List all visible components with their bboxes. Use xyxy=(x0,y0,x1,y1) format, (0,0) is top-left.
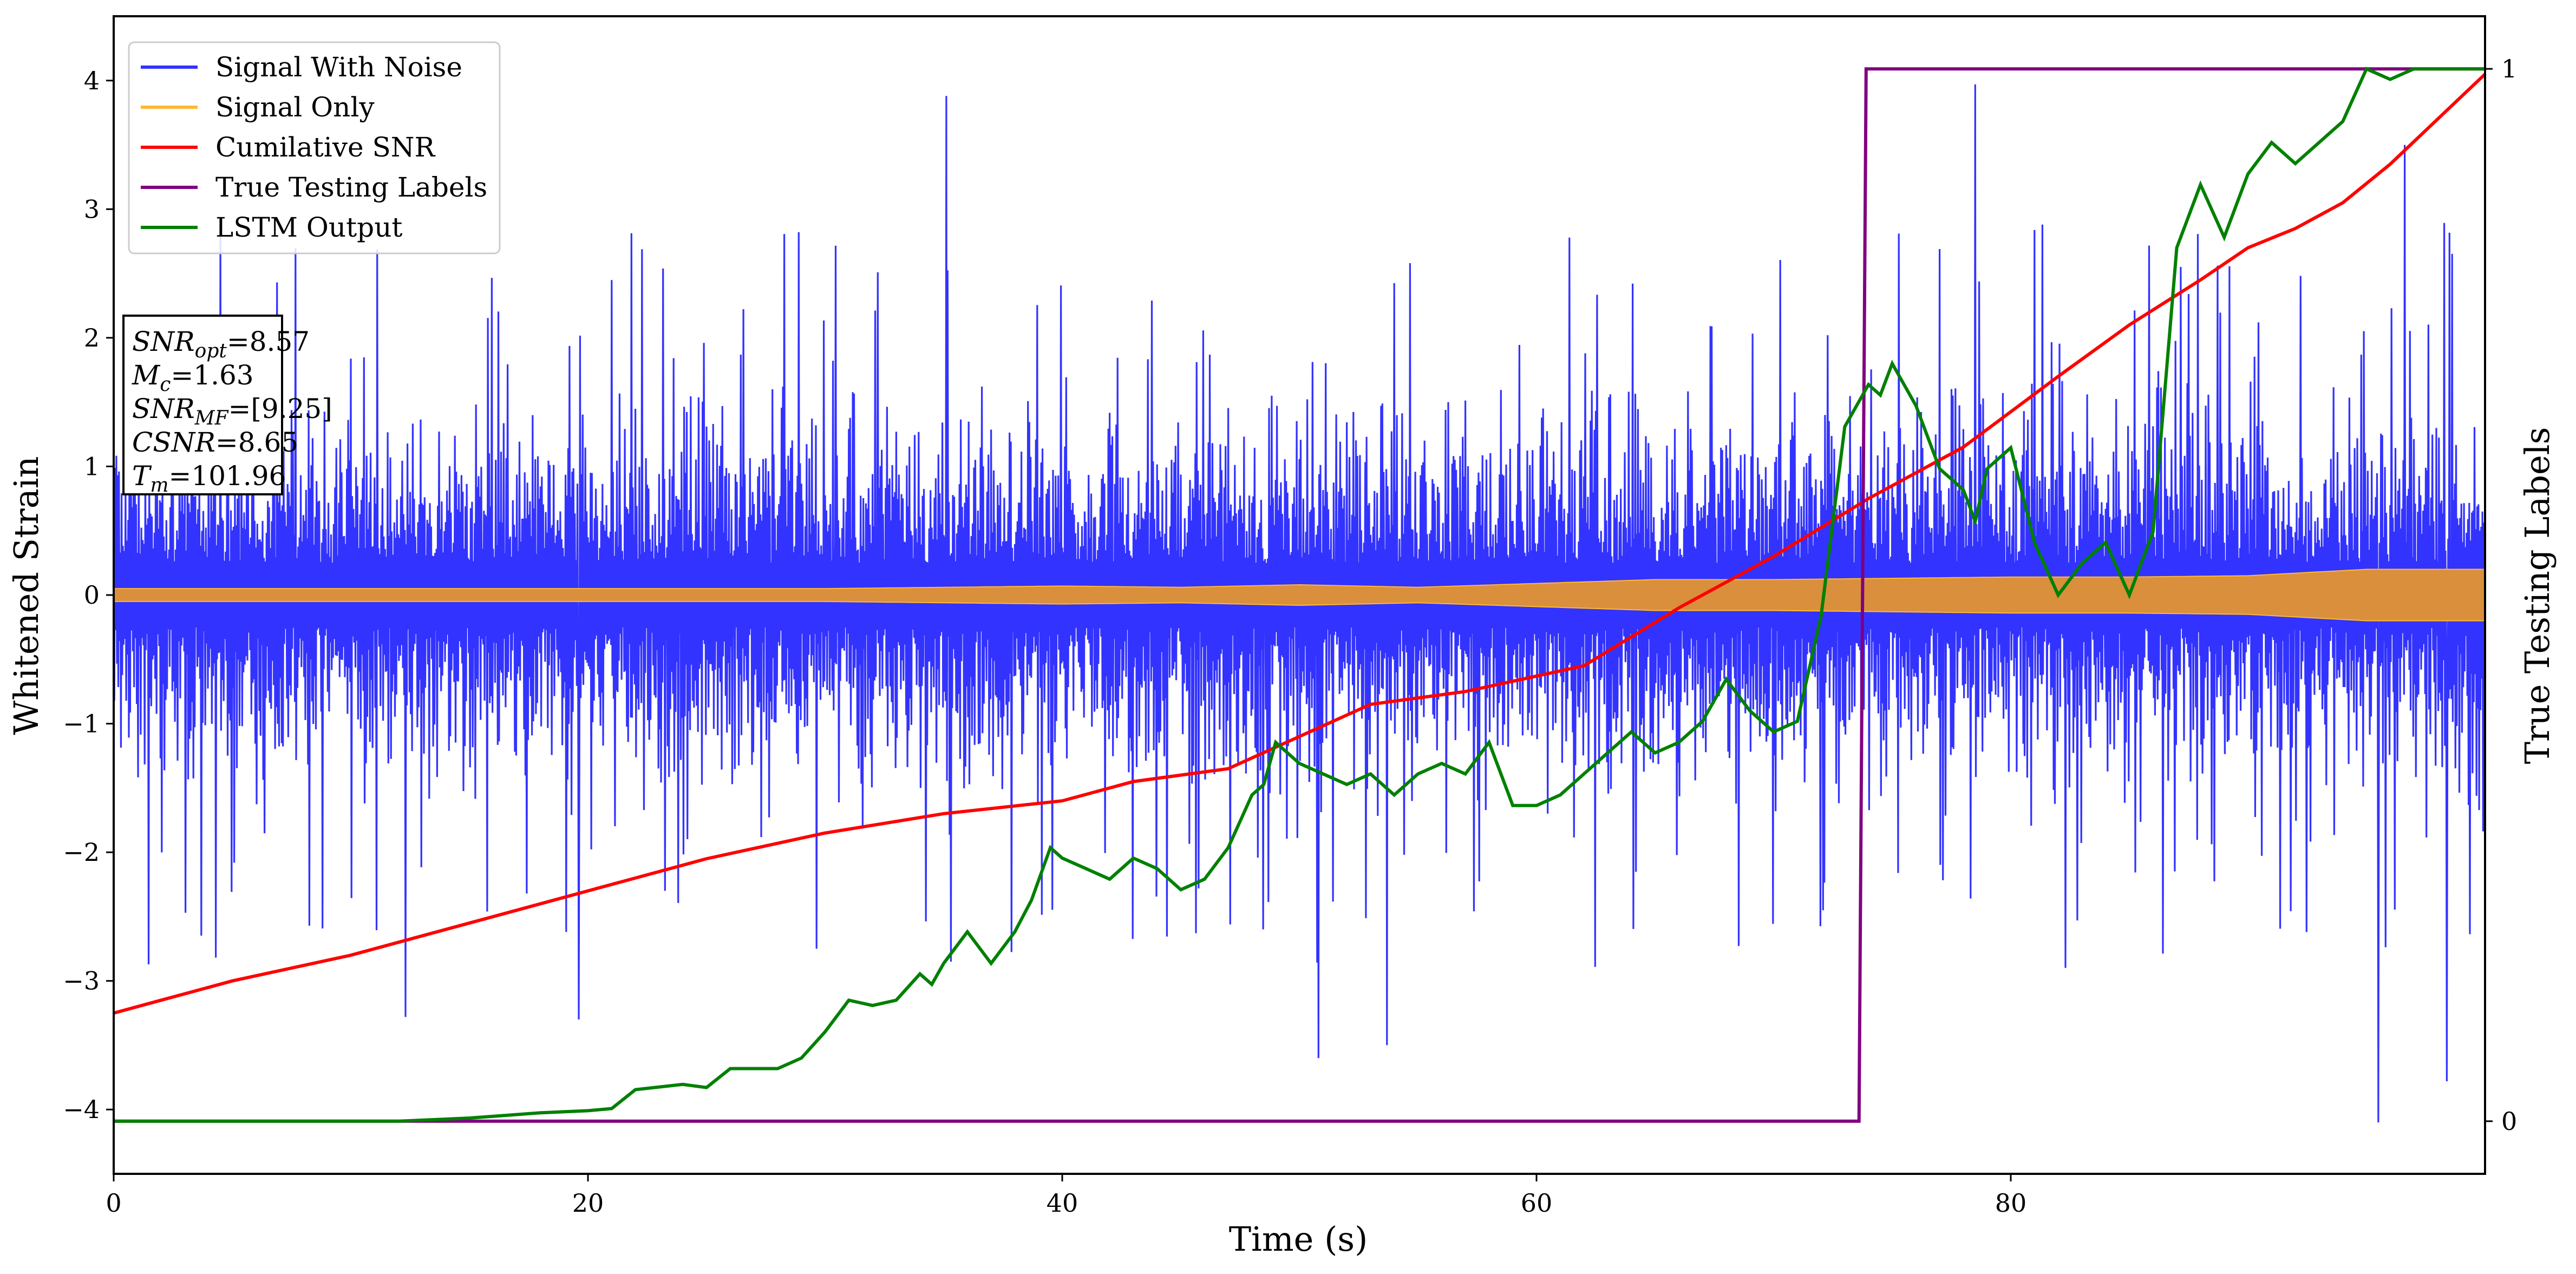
plot-area xyxy=(114,67,2485,1123)
legend-entry: LSTM Output xyxy=(215,212,402,243)
y-tick-label: 4 xyxy=(84,66,100,95)
y-tick-label: 3 xyxy=(84,194,100,224)
annotation-line: SNRopt=8.57 xyxy=(132,326,310,362)
legend: Signal With Noise Signal Only Cumilative S… xyxy=(128,41,501,254)
series-signal-only xyxy=(114,569,2485,622)
y-tick-label: −3 xyxy=(63,966,100,996)
y-tick-label: 0 xyxy=(84,580,100,610)
series-group xyxy=(114,67,2485,1123)
y2-tick-label: 1 xyxy=(2501,54,2517,83)
series-lstm-output xyxy=(114,67,2485,1123)
series-cumilative-snr xyxy=(114,73,2485,1015)
annotation-line: CSNR=8.65 xyxy=(132,427,298,458)
series-signal-with-noise xyxy=(114,84,2485,1123)
y-tick-label: −1 xyxy=(63,709,100,739)
y-tick-label: 1 xyxy=(84,452,100,481)
y-tick-label: −4 xyxy=(63,1095,100,1124)
legend-entry: Signal With Noise xyxy=(215,51,462,83)
annotation-frame xyxy=(122,315,283,495)
annotation-line: Tm=101.96 xyxy=(132,460,286,496)
legend-frame xyxy=(128,41,501,254)
y-axis-label: Whitened Strain xyxy=(6,456,46,735)
y-tick-label: −2 xyxy=(63,838,100,867)
annotation-line: SNRMF=[9.25] xyxy=(132,393,332,429)
legend-entry: Cumilative SNR xyxy=(215,132,435,163)
annotation-box: SNRopt=8.57Mc=1.63SNRMF=[9.25]CSNR=8.65T… xyxy=(122,315,332,496)
annotation-line: Mc=1.63 xyxy=(132,360,254,396)
x-tick-label: 40 xyxy=(1047,1188,1078,1218)
series-true-testing-labels xyxy=(114,67,2485,1123)
x-axis-label: Time (s) xyxy=(1229,1219,1368,1259)
y2-tick-label: 0 xyxy=(2501,1107,2517,1136)
x-tick-label: 60 xyxy=(1521,1188,1553,1218)
legend-entry: Signal Only xyxy=(215,92,375,123)
x-tick-label: 0 xyxy=(106,1188,121,1218)
y-tick-label: 2 xyxy=(84,323,100,352)
x-tick-label: 20 xyxy=(572,1188,604,1218)
legend-entry: True Testing Labels xyxy=(215,172,487,203)
y2-axis-label: True Testing Labels xyxy=(2518,427,2557,765)
x-tick-label: 80 xyxy=(1995,1188,2027,1218)
